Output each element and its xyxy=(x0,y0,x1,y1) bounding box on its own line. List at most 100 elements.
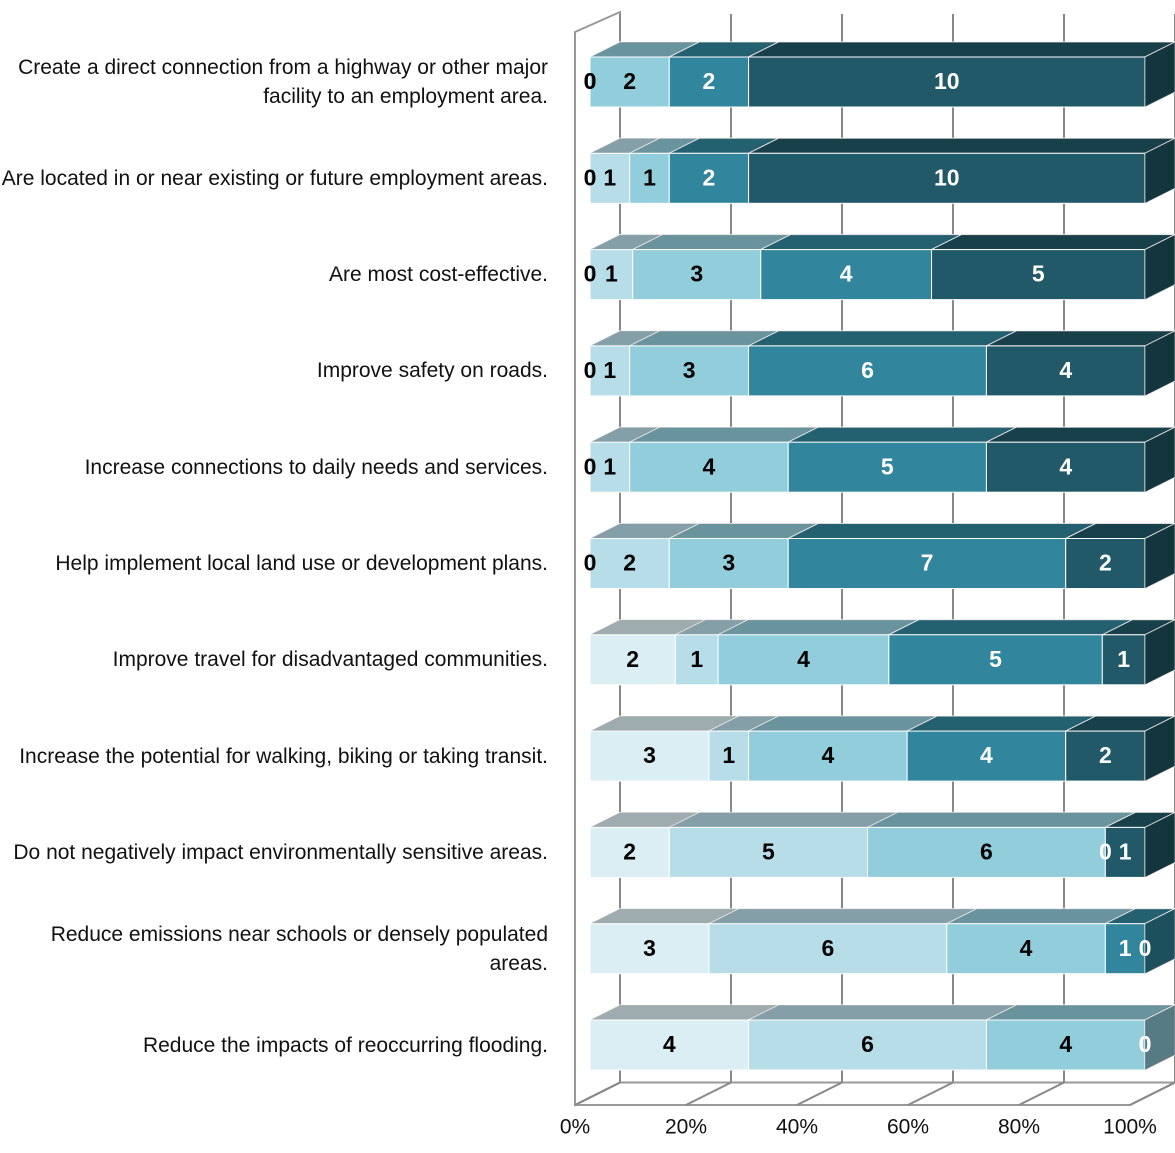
value-label: 4 xyxy=(1059,1031,1072,1057)
bar-top-shade xyxy=(1105,812,1175,828)
value-label: 6 xyxy=(861,357,874,383)
bar-top-shade xyxy=(590,812,700,828)
value-label: 4 xyxy=(821,742,834,768)
category-label: Reduce the impacts of reoccurring floodi… xyxy=(142,1033,548,1057)
bar-side-shade xyxy=(1145,908,1175,974)
x-tick-label: 80% xyxy=(998,1116,1040,1139)
bar-segment xyxy=(589,1019,750,1071)
value-label: 5 xyxy=(1032,261,1045,287)
bar-top-shade xyxy=(888,619,1133,635)
grid-line xyxy=(1129,1081,1175,1106)
bar-side-shade xyxy=(1145,330,1175,396)
value-label: 0 xyxy=(1139,935,1152,961)
bar-segment xyxy=(668,538,789,589)
bar-top-shade xyxy=(590,619,706,635)
bar-segment xyxy=(748,1019,987,1071)
value-label: 6 xyxy=(821,935,834,961)
bar-top-shade xyxy=(629,427,819,443)
value-label: 4 xyxy=(1059,357,1072,383)
value-label: 0 xyxy=(584,261,597,287)
x-tick-label: 60% xyxy=(887,1116,929,1139)
bar-top-shade xyxy=(590,1005,779,1020)
bar-side xyxy=(1144,137,1175,205)
value-label: 3 xyxy=(683,357,696,383)
bar-top-shade xyxy=(748,330,1017,346)
bar-side xyxy=(1144,811,1175,879)
bar-segment xyxy=(708,730,750,782)
bar-segment xyxy=(787,538,1067,589)
bar-side xyxy=(1144,234,1175,301)
value-label: 4 xyxy=(980,742,993,768)
value-label: 5 xyxy=(989,646,1002,672)
x-tick-label: 0% xyxy=(560,1116,590,1139)
bar-top-shade xyxy=(590,716,739,732)
value-label: 1 xyxy=(603,453,616,479)
bar-top-shade xyxy=(590,138,660,154)
category-label: Improve safety on roads. xyxy=(316,359,548,383)
bar-segment xyxy=(589,923,710,975)
x-tick-label: 40% xyxy=(776,1116,818,1139)
grid-line xyxy=(1018,1081,1065,1106)
value-label: 4 xyxy=(797,646,810,672)
value-label: 2 xyxy=(626,646,639,672)
grid-line xyxy=(574,1081,621,1106)
value-label: 0 xyxy=(584,68,597,94)
bar-top-shade xyxy=(669,812,898,828)
bar-segment xyxy=(629,345,750,397)
bar-side xyxy=(1144,619,1175,686)
value-label: 3 xyxy=(643,935,656,961)
bar-top-shade xyxy=(708,716,779,732)
bar-top-shade xyxy=(748,42,1175,57)
bar-segment xyxy=(589,56,670,108)
value-label: 3 xyxy=(643,742,656,768)
bar-top-shade xyxy=(590,523,700,539)
bar-top-shade xyxy=(1065,523,1175,539)
bar-segment xyxy=(589,441,631,493)
bar-segment xyxy=(985,441,1146,493)
bar-top-shade xyxy=(629,330,779,346)
category-label: Reduce emissions near schools or densely… xyxy=(50,922,548,975)
bar-top-shade xyxy=(1065,716,1175,732)
bar-segment xyxy=(748,345,987,397)
value-label: 1 xyxy=(603,164,616,190)
bar-segment xyxy=(589,538,670,589)
value-label: 1 xyxy=(1117,646,1130,672)
floor xyxy=(574,1081,1175,1106)
bar-segment xyxy=(748,152,1146,204)
bar-top-shade xyxy=(669,523,819,539)
bar-side-shade xyxy=(1145,138,1175,204)
bar-side-shade xyxy=(1145,523,1175,589)
value-label: 10 xyxy=(934,68,960,94)
grid-line xyxy=(907,1081,954,1106)
value-label: 3 xyxy=(722,550,735,576)
bar-segment xyxy=(717,634,890,686)
bar-top-shade xyxy=(907,716,1096,732)
grid-line xyxy=(685,1081,732,1106)
bar-side-shade xyxy=(1145,619,1175,685)
bar-segment xyxy=(1104,923,1146,975)
bar-top-shade xyxy=(629,138,700,154)
bar-side xyxy=(1144,330,1175,397)
bar-side-shade xyxy=(1145,42,1175,107)
bar-top-shade xyxy=(867,812,1136,828)
category-label: Improve travel for disadvantaged communi… xyxy=(112,648,548,672)
bar-top-shade xyxy=(590,42,700,57)
bar-top-shade xyxy=(675,619,749,635)
bar-top-shade xyxy=(788,523,1096,539)
value-label: 4 xyxy=(840,261,853,287)
bar-side-shade xyxy=(1145,427,1175,493)
bar-segment xyxy=(760,249,933,301)
bar-top-shade xyxy=(931,234,1175,250)
bar-top-shade xyxy=(590,234,663,250)
bar-segment xyxy=(589,345,631,397)
bar-segment xyxy=(668,826,868,878)
value-label: 1 xyxy=(1119,935,1132,961)
category-label: Help implement local land use or develop… xyxy=(55,552,548,575)
value-label: 6 xyxy=(980,838,993,864)
value-label: 0 xyxy=(1139,1031,1152,1057)
value-label: 0 xyxy=(584,68,597,94)
bar-top-shade xyxy=(788,427,1017,443)
bar-top-shade xyxy=(669,42,779,57)
bar-segment xyxy=(589,152,631,204)
